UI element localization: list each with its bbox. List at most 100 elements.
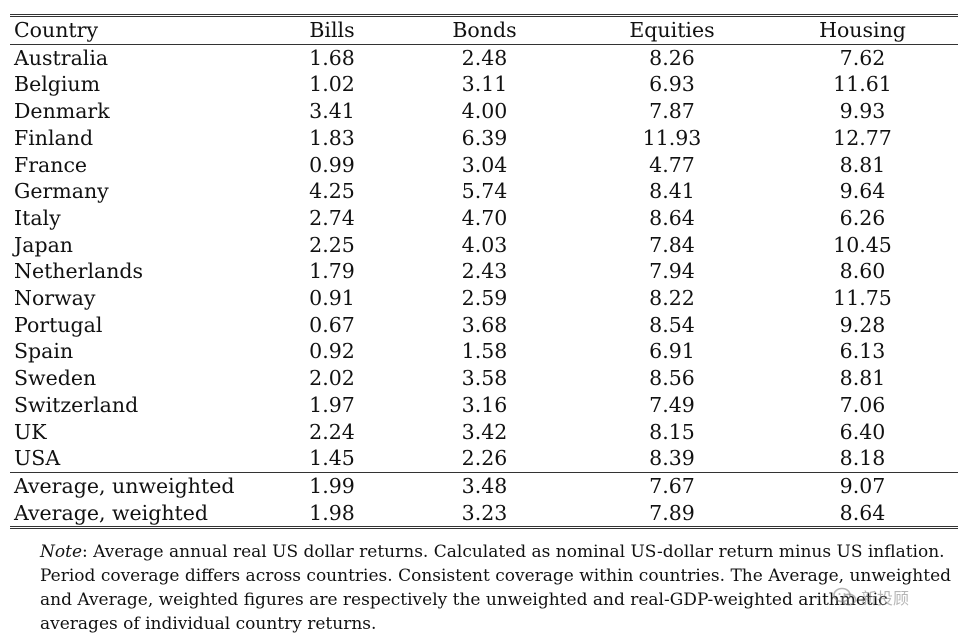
value-cell: 0.92 [309, 339, 355, 364]
table-row: Italy 2.74 4.70 8.64 6.26 [10, 205, 958, 232]
table-row: Denmark 3.41 4.00 7.87 9.93 [10, 98, 958, 125]
value-cell: 6.40 [839, 419, 886, 444]
table-row: Belgium 1.02 3.11 6.93 11.61 [10, 71, 958, 98]
value-cell: 6.26 [839, 205, 886, 230]
column-header-housing: Housing [819, 18, 906, 42]
country-cell: Denmark [14, 99, 110, 124]
column-header-equities: Equities [629, 18, 715, 42]
value-cell: 7.94 [649, 259, 695, 284]
value-cell: 1.58 [461, 339, 508, 364]
value-cell: 6.13 [839, 339, 886, 364]
table-row: Switzerland 1.97 3.16 7.49 7.06 [10, 392, 958, 419]
table-row: Japan 2.25 4.03 7.84 10.45 [10, 232, 958, 259]
value-cell: 8.41 [649, 179, 695, 204]
value-cell: 8.64 [839, 500, 886, 525]
value-cell: 3.04 [461, 152, 508, 177]
value-cell: 1.97 [309, 392, 355, 417]
value-cell: 7.87 [649, 99, 695, 124]
value-cell: 8.81 [839, 152, 886, 177]
table-row: Spain 0.92 1.58 6.91 6.13 [10, 338, 958, 365]
value-cell: 0.67 [309, 312, 355, 337]
value-cell: 8.22 [649, 286, 695, 311]
watermark: 新投顾 [833, 584, 909, 610]
average-row: Average, weighted 1.98 3.23 7.89 8.64 [10, 500, 958, 528]
country-cell: USA [14, 446, 61, 471]
value-cell: 3.11 [461, 72, 508, 97]
value-cell: 3.58 [461, 366, 508, 391]
country-cell: Japan [14, 232, 73, 257]
value-cell: 3.41 [309, 99, 355, 124]
table-body: Australia 1.68 2.48 8.26 7.62 Belgium 1.02 3.11… [10, 44, 958, 472]
value-cell: 3.16 [461, 392, 508, 417]
country-cell: France [14, 152, 88, 177]
table-row: Finland 1.83 6.39 11.93 12.77 [10, 125, 958, 152]
column-header-bonds: Bonds [452, 18, 517, 42]
value-cell: 12.77 [833, 125, 892, 150]
value-cell: 2.26 [461, 446, 508, 471]
value-cell: 7.49 [649, 392, 695, 417]
value-cell: 8.56 [649, 366, 695, 391]
wechat-icon [833, 587, 857, 606]
value-cell: 1.45 [309, 446, 355, 471]
column-header-bills: Bills [309, 18, 355, 42]
value-cell: 9.28 [839, 312, 886, 337]
value-cell: 9.93 [839, 99, 886, 124]
value-cell: 4.00 [461, 99, 508, 124]
table-row: Sweden 2.02 3.58 8.56 8.81 [10, 365, 958, 392]
value-cell: 1.68 [309, 45, 355, 70]
note-lead: Note [40, 542, 83, 562]
average-row: Average, unweighted 1.99 3.48 7.67 9.07 [10, 472, 958, 499]
value-cell: 11.75 [833, 286, 892, 311]
value-cell: 4.25 [309, 179, 355, 204]
returns-table: Country Bills Bonds Equities Housing Austral… [10, 14, 958, 529]
table-row: France 0.99 3.04 4.77 8.81 [10, 152, 958, 179]
value-cell: 2.43 [461, 259, 508, 284]
value-cell: 1.79 [309, 259, 355, 284]
average-label-cell: Average, weighted [14, 500, 209, 525]
value-cell: 2.48 [461, 45, 508, 70]
value-cell: 7.62 [839, 45, 886, 70]
value-cell: 0.91 [309, 286, 355, 311]
table-row: UK 2.24 3.42 8.15 6.40 [10, 419, 958, 446]
value-cell: 2.25 [309, 232, 355, 257]
country-cell: Australia [14, 45, 109, 70]
table-row: Germany 4.25 5.74 8.41 9.64 [10, 178, 958, 205]
average-label-cell: Average, unweighted [14, 473, 235, 498]
country-cell: Norway [14, 286, 96, 311]
value-cell: 3.42 [461, 419, 508, 444]
value-cell: 7.84 [649, 232, 695, 257]
table-note: Note: Average annual real US dollar retu… [40, 540, 968, 636]
value-cell: 1.02 [309, 72, 355, 97]
table-row: USA 1.45 2.26 8.39 8.18 [10, 445, 958, 472]
value-cell: 11.61 [833, 72, 892, 97]
value-cell: 7.67 [649, 473, 695, 498]
value-cell: 8.54 [649, 312, 695, 337]
country-cell: Sweden [14, 366, 97, 391]
value-cell: 4.03 [461, 232, 508, 257]
country-cell: Finland [14, 125, 94, 150]
table-row: Netherlands 1.79 2.43 7.94 8.60 [10, 258, 958, 285]
value-cell: 4.70 [461, 205, 508, 230]
value-cell: 11.93 [642, 125, 702, 150]
value-cell: 3.68 [461, 312, 508, 337]
value-cell: 8.39 [649, 446, 695, 471]
value-cell: 4.77 [649, 152, 695, 177]
value-cell: 1.83 [309, 125, 355, 150]
value-cell: 8.26 [649, 45, 695, 70]
value-cell: 0.99 [309, 152, 355, 177]
value-cell: 1.99 [309, 473, 355, 498]
value-cell: 8.18 [839, 446, 886, 471]
column-header-country: Country [14, 18, 99, 42]
country-cell: Portugal [14, 312, 103, 337]
value-cell: 9.07 [839, 473, 886, 498]
value-cell: 1.98 [309, 500, 355, 525]
country-cell: Germany [14, 179, 109, 204]
country-cell: Belgium [14, 72, 101, 97]
value-cell: 5.74 [461, 179, 508, 204]
note-text: : Average annual real US dollar returns.… [40, 542, 952, 634]
value-cell: 8.81 [839, 366, 886, 391]
value-cell: 7.89 [649, 500, 695, 525]
country-cell: Netherlands [14, 259, 144, 284]
header-row: Country Bills Bonds Equities Housing [10, 15, 958, 45]
